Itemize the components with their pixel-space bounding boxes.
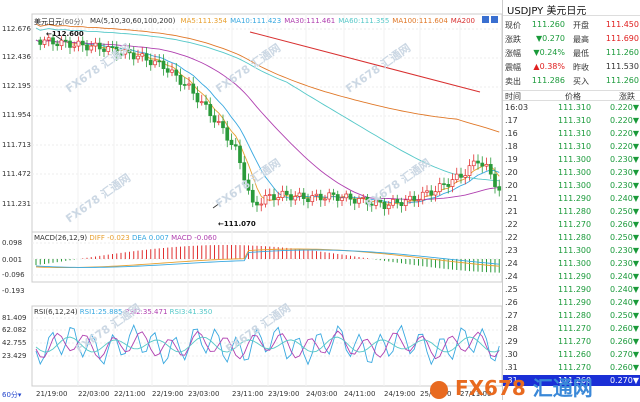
kline-chart[interactable]: 美元日元(60分) MA(5,10,30,60,100,200) MA5:111… xyxy=(0,0,503,400)
tick-row[interactable]: .31 111.270 0.260▼ xyxy=(505,363,639,372)
period-selector[interactable]: 60分▾ xyxy=(2,391,22,399)
chart-canvas[interactable] xyxy=(0,0,503,400)
ma-legend: MA(5,10,30,60,100,200) MA5:111.354 MA10:1… xyxy=(90,17,475,25)
tick-row[interactable]: .24 111.300 0.230▼ xyxy=(505,259,639,268)
macd-tick: -0.096 xyxy=(2,271,25,279)
tick-row[interactable]: .28 111.270 0.260▼ xyxy=(505,324,639,333)
quote-row: 卖出 111.286 买入 111.260 xyxy=(505,76,639,86)
tick-row[interactable]: .27 111.280 0.250▼ xyxy=(505,311,639,320)
tick-row[interactable]: .19 111.300 0.230▼ xyxy=(505,155,639,164)
tick-row[interactable]: .20 111.300 0.230▼ xyxy=(505,181,639,190)
time-tick: 23/11:00 xyxy=(232,390,264,398)
quote-row: 现价 111.260 开盘 111.450 xyxy=(505,20,639,30)
fx678-logo: FX678 汇通网 xyxy=(430,372,593,401)
rsi-tick: 81.409 xyxy=(2,314,27,322)
tick-row[interactable]: .17 111.310 0.220▼ xyxy=(505,116,639,125)
zoom-out-icon[interactable] xyxy=(482,16,489,23)
quote-panel: USDJPY 美元日元 现价 111.260 开盘 111.450 涨跌 ▼0.270 最高… xyxy=(502,0,640,400)
macd-tick: -0.193 xyxy=(2,287,25,295)
ma-legend-item: MA200 xyxy=(450,17,475,25)
tick-row[interactable]: .21 111.290 0.240▼ xyxy=(505,194,639,203)
macd-tick: 0.001 xyxy=(2,256,23,264)
time-tick: 27/11:00 xyxy=(460,390,492,398)
chart-controls[interactable] xyxy=(482,16,498,25)
price-tick: 112.436 xyxy=(2,53,31,61)
quote-row: 涨幅 ▼0.24% 最低 111.260 xyxy=(505,48,639,58)
tick-row[interactable]: .21 111.280 0.250▼ xyxy=(505,207,639,216)
rsi-tick: 42.755 xyxy=(2,339,27,347)
tick-row[interactable]: .16 111.310 0.220▼ xyxy=(505,129,639,138)
ma-legend-item: MA10:111.423 xyxy=(230,17,282,25)
quote-title: USDJPY 美元日元 xyxy=(503,0,640,17)
ma-legend-item: MA5:111.354 xyxy=(180,17,228,25)
tick-row[interactable]: .18 111.310 0.220▼ xyxy=(505,142,639,151)
ma-legend-item: MA30:111.461 xyxy=(284,17,336,25)
time-tick: 24/19:00 xyxy=(384,390,416,398)
time-tick: 23/03:00 xyxy=(188,390,220,398)
quote-row: 震幅 ▲0.38% 昨收 111.530 xyxy=(505,62,639,72)
time-tick: 24/03:00 xyxy=(306,390,338,398)
price-tick: 111.954 xyxy=(2,111,31,119)
macd-tick: 0.098 xyxy=(2,239,23,247)
tick-row[interactable]: .26 111.290 0.240▼ xyxy=(505,298,639,307)
ma-legend-item: MA100:111.604 xyxy=(392,17,448,25)
time-tick: 22/03:00 xyxy=(78,390,110,398)
time-tick: 22/11:00 xyxy=(114,390,146,398)
symbol-name: 美元日元 xyxy=(546,6,587,17)
ma-legend-item: MA60:111.355 xyxy=(338,17,390,25)
rsi-tick: 62.082 xyxy=(2,326,27,334)
chart-title: 美元日元(60分) xyxy=(34,18,84,26)
price-tick: 112.195 xyxy=(2,82,31,90)
price-tick: 112.676 xyxy=(2,25,31,33)
symbol-code: USDJPY xyxy=(507,6,544,17)
rsi-legend: RSI(6,12,24) RSI1:25.885 RSI2:35.471 RSI… xyxy=(34,308,213,316)
macd-legend: MACD(26,12,9) DIFF -0.023 DEA 0.007 MACD… xyxy=(34,234,217,242)
tick-row[interactable]: .30 111.260 0.270▼ xyxy=(505,350,639,359)
time-tick: 21/19:00 xyxy=(36,390,68,398)
quote-row: 涨跌 ▼0.270 最高 111.690 xyxy=(505,34,639,44)
tick-row[interactable]: .31 111.260 0.270▼ xyxy=(503,375,640,386)
time-tick: 22/19:00 xyxy=(152,390,184,398)
high-label: ←112.600 xyxy=(46,30,84,38)
rsi-tick: 23.429 xyxy=(2,352,27,360)
time-tick: 24/11:00 xyxy=(344,390,376,398)
tick-row[interactable]: .25 111.290 0.240▼ xyxy=(505,285,639,294)
price-tick: 111.713 xyxy=(2,141,31,149)
tick-row[interactable]: .22 111.270 0.260▼ xyxy=(505,220,639,229)
tick-row[interactable]: .23 111.300 0.230▼ xyxy=(505,246,639,255)
tick-row[interactable]: .29 111.270 0.260▼ xyxy=(505,337,639,346)
tick-table-header: 时间 价格 涨跌 xyxy=(503,90,640,101)
tick-row[interactable]: .20 111.300 0.230▼ xyxy=(505,168,639,177)
zoom-in-icon[interactable] xyxy=(491,16,498,23)
time-tick: 23/19:00 xyxy=(268,390,300,398)
price-tick: 111.231 xyxy=(2,200,31,208)
tick-row[interactable]: 16:03 111.310 0.220▼ xyxy=(505,103,639,112)
tick-row[interactable]: .22 111.280 0.250▼ xyxy=(505,233,639,242)
low-label: ←111.070 xyxy=(218,220,256,228)
price-tick: 111.472 xyxy=(2,170,31,178)
tick-row[interactable]: .24 111.290 0.240▼ xyxy=(505,272,639,281)
